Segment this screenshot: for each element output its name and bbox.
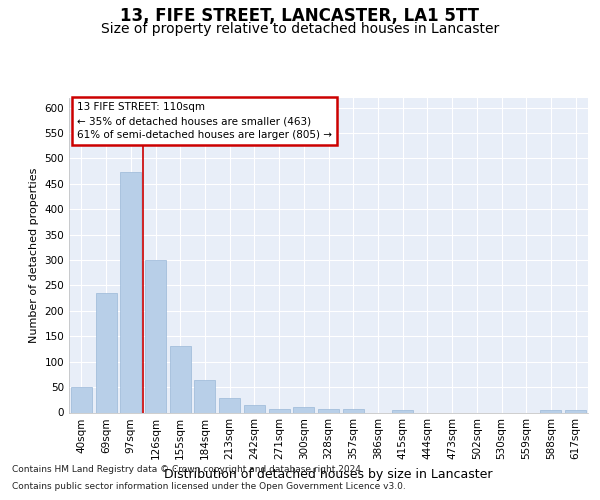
Bar (293, 408, 314, 412)
Text: Contains public sector information licensed under the Open Government Licence v3: Contains public sector information licen… (12, 482, 406, 491)
Bar (120, 172, 141, 412)
Text: 13, FIFE STREET, LANCASTER, LA1 5TT: 13, FIFE STREET, LANCASTER, LA1 5TT (121, 8, 479, 26)
Bar (194, 380, 215, 412)
Bar (170, 346, 191, 412)
Bar (318, 409, 339, 412)
Bar (565, 410, 586, 412)
Bar (541, 410, 562, 412)
Bar (145, 260, 166, 412)
Bar (392, 410, 413, 412)
X-axis label: Distribution of detached houses by size in Lancaster: Distribution of detached houses by size … (164, 468, 493, 481)
Y-axis label: Number of detached properties: Number of detached properties (29, 168, 39, 342)
Bar (95, 292, 116, 412)
Bar (244, 405, 265, 412)
Text: Contains HM Land Registry data © Crown copyright and database right 2024.: Contains HM Land Registry data © Crown c… (12, 465, 364, 474)
Bar (71, 387, 92, 412)
Text: Size of property relative to detached houses in Lancaster: Size of property relative to detached ho… (101, 22, 499, 36)
Bar (269, 410, 290, 412)
Text: 13 FIFE STREET: 110sqm
← 35% of detached houses are smaller (463)
61% of semi-de: 13 FIFE STREET: 110sqm ← 35% of detached… (77, 102, 332, 140)
Bar (343, 410, 364, 412)
Bar (219, 398, 240, 412)
